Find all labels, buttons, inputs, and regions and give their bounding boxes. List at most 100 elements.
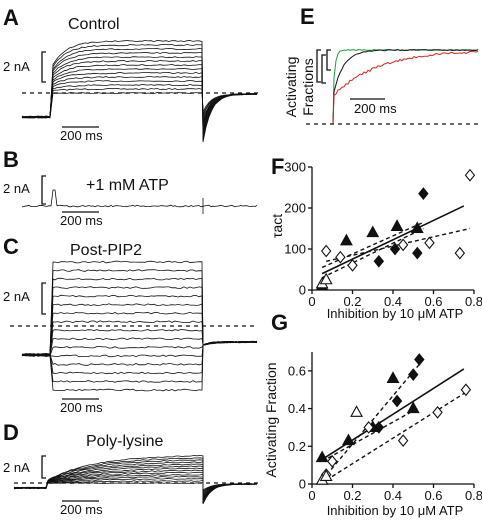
panel-g-x-tick-label: 0.2 bbox=[343, 488, 361, 503]
panel-f-point-filled-triangle bbox=[410, 221, 424, 234]
panel-e-activation-traces bbox=[332, 48, 479, 125]
panel-e-green-scalebar bbox=[321, 54, 326, 84]
panel-e-ylabel-line1: Activating bbox=[283, 57, 299, 118]
panel-label-d: D bbox=[3, 420, 19, 445]
panel-f-y-tick-label: 100 bbox=[284, 242, 306, 257]
panel-g-point-open-diamond bbox=[327, 455, 338, 468]
panel-a-current-traces bbox=[21, 40, 258, 143]
panel-g-scatter-chart: 0 0.2 0.4 0.6 0.8 0 0.2 0.4 0.6 bbox=[288, 352, 482, 503]
red-activation-trace bbox=[332, 50, 479, 125]
panel-f-fit-line-solid bbox=[321, 205, 465, 275]
panel-f-x-tick-label: 0.4 bbox=[384, 294, 402, 309]
current-trace bbox=[21, 340, 258, 375]
panel-b-current-scalebar bbox=[41, 175, 46, 205]
current-trace bbox=[22, 80, 258, 120]
panel-d-current-traces bbox=[13, 455, 258, 505]
panel-a-title: Control bbox=[68, 16, 120, 33]
current-trace bbox=[21, 286, 258, 357]
panel-c-current-traces bbox=[21, 260, 258, 392]
panel-f-point-open-diamond bbox=[335, 250, 346, 264]
panel-g-point-open-diamond bbox=[460, 383, 472, 397]
panel-f-point-open-diamond bbox=[464, 168, 476, 182]
panel-f-ylabel: τact bbox=[269, 214, 285, 238]
panel-f-point-filled-diamond bbox=[418, 187, 429, 201]
panel-e-ylabel-line2: Fractions bbox=[300, 58, 316, 116]
current-trace bbox=[21, 40, 258, 143]
panel-g-point-filled-triangle bbox=[406, 401, 420, 414]
panel-e-red-scalebar bbox=[316, 49, 321, 83]
panel-f-y-tick-label: 200 bbox=[284, 201, 306, 216]
panel-g-y-tick-label: 0 bbox=[299, 477, 306, 492]
panel-f-x-tick-label: 0.2 bbox=[343, 294, 361, 309]
panel-c-current-scalebar bbox=[41, 282, 46, 315]
panel-g-point-filled-diamond bbox=[373, 421, 385, 434]
panel-a-time-label: 200 ms bbox=[60, 128, 103, 143]
current-trace bbox=[21, 260, 258, 357]
current-trace bbox=[21, 44, 258, 140]
panel-f-point-filled-triangle bbox=[390, 219, 404, 231]
panel-g-x-tick-label: 0 bbox=[308, 488, 315, 503]
panel-f-xlabel: Inhibition by 10 μM ATP bbox=[327, 306, 464, 321]
current-trace bbox=[13, 463, 258, 502]
panel-g-y-tick-label: 0.2 bbox=[288, 439, 306, 454]
panel-b-title: +1 mM ATP bbox=[86, 177, 169, 194]
panel-f-point-open-diamond bbox=[454, 246, 466, 260]
panel-f-point-open-triangle bbox=[319, 272, 333, 285]
panel-f-scatter-chart: 0 0.2 0.4 0.6 0.8 0 100 200 300 bbox=[284, 160, 482, 310]
current-trace bbox=[22, 68, 258, 126]
panel-d-current-scalebar bbox=[41, 455, 46, 479]
current-trace bbox=[21, 340, 258, 366]
panel-g-point-filled-triangle bbox=[315, 450, 329, 463]
panel-g-point-open-triangle bbox=[350, 405, 363, 417]
panel-g-fit-line-dashed bbox=[321, 359, 424, 481]
panel-f-point-open-diamond bbox=[424, 236, 435, 250]
panel-f-point-filled-diamond bbox=[412, 246, 423, 260]
panel-g-point-open-diamond bbox=[432, 405, 443, 419]
panel-b-scale-label: 2 nA bbox=[3, 181, 30, 196]
current-trace bbox=[14, 455, 257, 505]
panel-f-point-filled-triangle bbox=[339, 233, 353, 246]
panel-g-point-filled-triangle bbox=[342, 433, 355, 446]
panel-g-x-tick-label: 0.4 bbox=[384, 488, 402, 503]
panel-f-x-tick-label: 0.6 bbox=[424, 294, 442, 309]
panel-label-e: E bbox=[300, 4, 315, 29]
panel-f-point-open-diamond bbox=[320, 244, 332, 258]
panel-f-fit-line-dashed bbox=[321, 221, 424, 269]
panel-f-fit-line-dashed bbox=[321, 227, 424, 279]
panel-d-time-label: 200 ms bbox=[60, 502, 103, 517]
panel-f-y-tick-label: 300 bbox=[284, 160, 306, 175]
panel-g-point-filled-diamond bbox=[414, 353, 425, 366]
panel-label-g: G bbox=[271, 310, 288, 335]
panel-g-fit-line-dashed bbox=[325, 389, 471, 481]
panel-label-b: B bbox=[3, 147, 19, 172]
current-trace bbox=[21, 340, 258, 392]
panel-f-point-open-diamond bbox=[347, 259, 358, 272]
black-activation-trace bbox=[332, 49, 479, 125]
panel-g-point-filled-triangle bbox=[386, 371, 400, 383]
panel-g-y-tick-label: 0.6 bbox=[288, 363, 306, 378]
panel-g-point-open-triangle bbox=[319, 469, 333, 482]
panel-c-title: Post-PIP2 bbox=[70, 242, 142, 259]
current-trace bbox=[21, 277, 258, 357]
panel-g-y-tick-label: 0.4 bbox=[288, 401, 306, 416]
current-trace bbox=[21, 56, 257, 133]
panel-g-point-open-diamond bbox=[397, 434, 409, 447]
panel-f-point-filled-diamond bbox=[389, 242, 401, 256]
panel-e-black-scalebar bbox=[326, 49, 331, 71]
panel-f-point-filled-triangle bbox=[366, 225, 380, 238]
panel-label-a: A bbox=[3, 5, 19, 30]
panel-b-time-label: 200 ms bbox=[60, 213, 103, 228]
panel-f-point-filled-diamond bbox=[373, 254, 385, 268]
panel-f-x-tick-label: 0.8 bbox=[465, 294, 482, 309]
panel-g-ylabel: Activating Fraction bbox=[263, 362, 279, 477]
panel-d-scale-label: 2 nA bbox=[3, 460, 30, 475]
panel-e-time-label: 200 ms bbox=[354, 101, 397, 116]
panel-g-x-tick-label: 0.6 bbox=[424, 488, 442, 503]
current-trace bbox=[21, 311, 258, 357]
panel-a-current-scalebar bbox=[41, 51, 46, 83]
panel-label-f: F bbox=[271, 154, 284, 179]
panel-g-xlabel: Inhibition by 10 μM ATP bbox=[327, 503, 464, 518]
current-trace bbox=[13, 480, 258, 492]
panel-g-point-filled-diamond bbox=[391, 394, 403, 408]
